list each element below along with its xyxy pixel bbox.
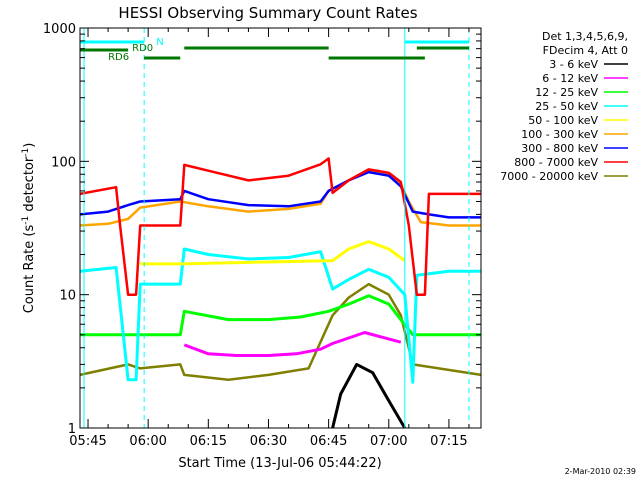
y-axis-label-sup2: -1 xyxy=(21,148,31,157)
x-axis-label: Start Time (13-Jul-06 05:44:22) xyxy=(178,456,381,471)
series-line-2 xyxy=(80,294,481,337)
y-tick-label: 10 xyxy=(59,289,76,304)
chart-title: HESSI Observing Summary Count Rates xyxy=(118,4,417,22)
series-line-8 xyxy=(79,282,482,382)
plot-frame xyxy=(79,27,482,429)
series-line-3 xyxy=(79,247,481,384)
legend-header-line1: Det 1,3,4,5,6,9, xyxy=(542,30,628,43)
y-tick-label: 100 xyxy=(51,155,76,170)
y-axis-label-sup1: -1 xyxy=(21,216,31,225)
legend-label: 800 - 7000 keV xyxy=(514,156,598,169)
series-line-6 xyxy=(79,170,481,219)
generation-date: 2-Mar-2010 02:39 xyxy=(565,467,636,476)
y-axis-label-mid: detector xyxy=(22,156,37,216)
legend: Det 1,3,4,5,6,9, FDecim 4, Att 0 3 - 6 k… xyxy=(500,30,628,183)
x-tick-label: 06:30 xyxy=(250,434,287,449)
series-line-4 xyxy=(140,240,406,266)
legend-label: 3 - 6 keV xyxy=(549,58,598,71)
legend-label: 300 - 800 keV xyxy=(521,142,598,155)
y-axis-label-end: ) xyxy=(22,143,37,148)
series-layer xyxy=(79,157,482,429)
y-tick-label: 1000 xyxy=(43,22,76,37)
series-line-0 xyxy=(331,362,407,429)
y-axis-label-main: Count Rate (s xyxy=(22,225,37,314)
x-tick-label: 05:45 xyxy=(69,434,106,449)
x-tick-label: 06:15 xyxy=(190,434,227,449)
rd6-flag-label: RD6 xyxy=(108,52,129,63)
x-tick-label: 07:00 xyxy=(370,434,407,449)
legend-label: 25 - 50 keV xyxy=(535,100,598,113)
x-tick-label: 06:45 xyxy=(310,434,347,449)
series-line-1 xyxy=(183,331,402,357)
legend-label: 50 - 100 keV xyxy=(528,114,598,127)
legend-label: 6 - 12 keV xyxy=(542,72,598,85)
legend-label: 100 - 300 keV xyxy=(521,128,598,141)
y-tick-label: 1 xyxy=(68,422,76,437)
y-axis-label: Count Rate (s-1 detector-1) xyxy=(21,143,37,314)
x-axis: 05:45 06:00 06:15 06:30 06:45 07:00 07:15 xyxy=(69,28,470,449)
y-axis: 1 10 100 1000 xyxy=(43,22,481,437)
series-line-7 xyxy=(79,157,481,296)
rd0-flag-label: RD0 xyxy=(132,43,153,54)
legend-label: 12 - 25 keV xyxy=(535,86,598,99)
x-tick-label: 06:00 xyxy=(129,434,166,449)
legend-header-line2: FDecim 4, Att 0 xyxy=(543,44,628,57)
x-tick-label: 07:15 xyxy=(430,434,467,449)
legend-label: 7000 - 20000 keV xyxy=(500,170,598,183)
night-flag-label: N xyxy=(156,37,163,48)
